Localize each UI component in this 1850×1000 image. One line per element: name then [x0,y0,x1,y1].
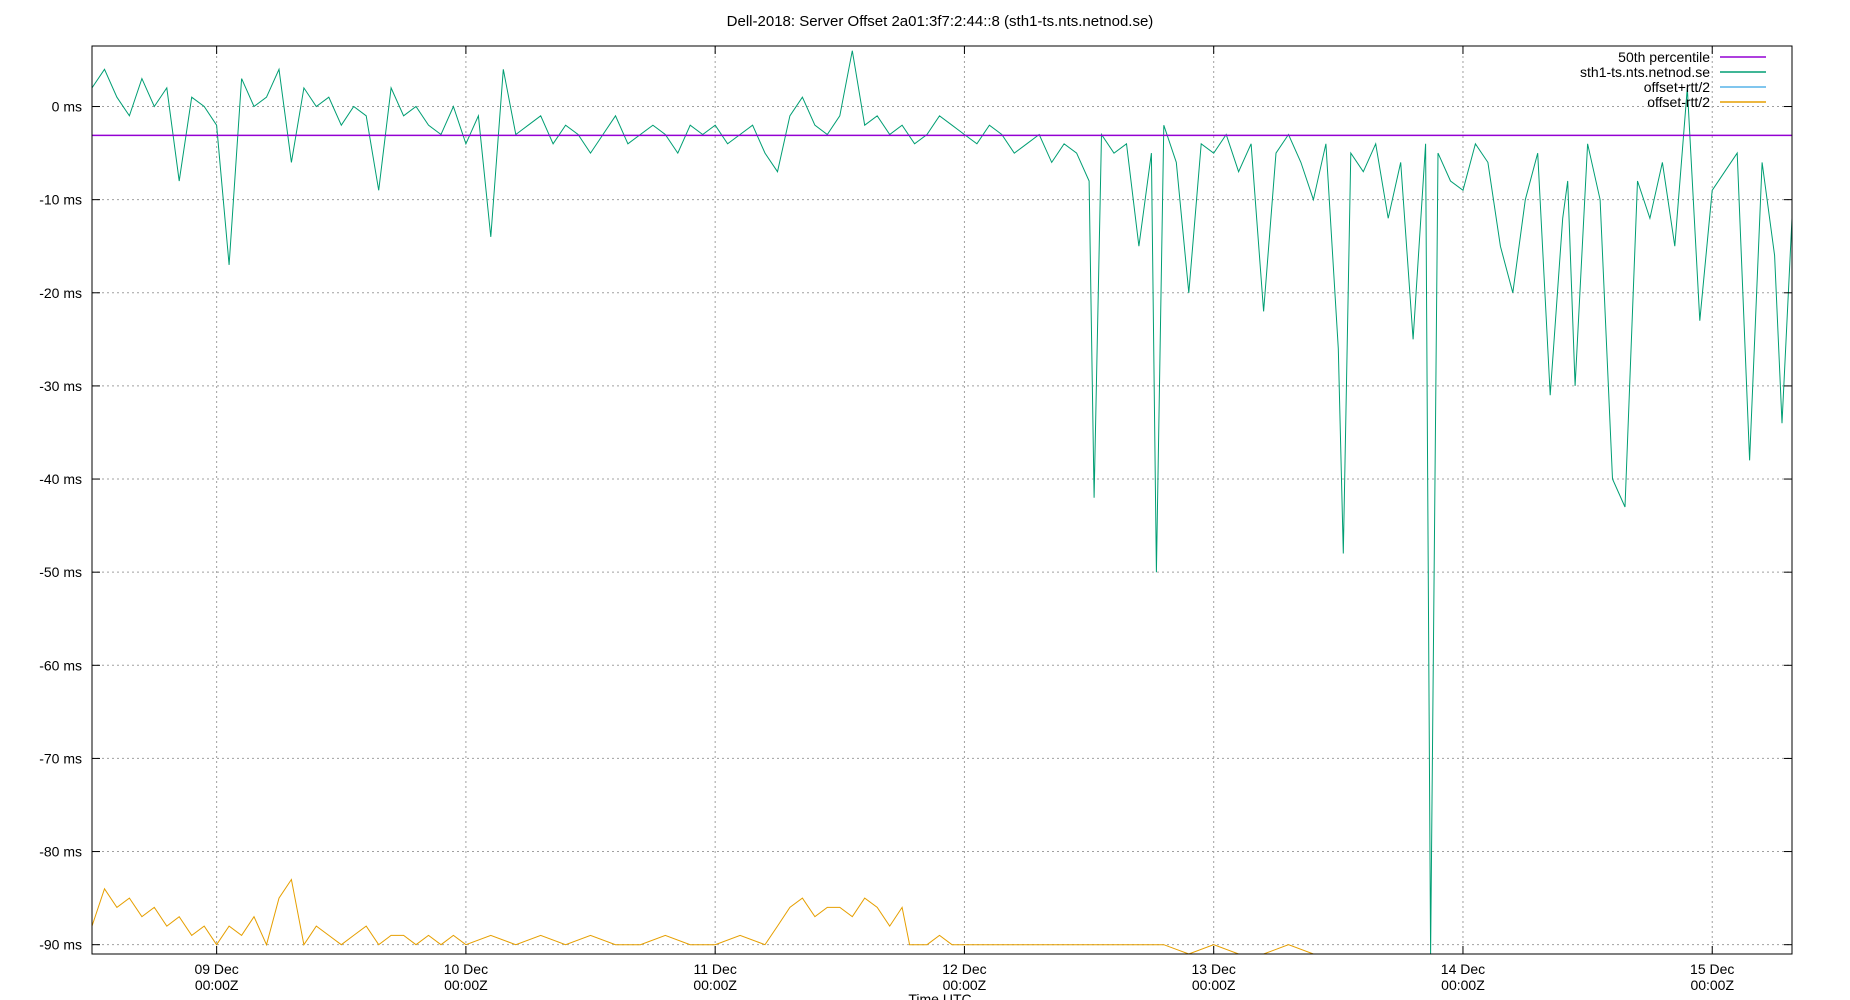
x-tick-label-date: 14 Dec [1441,961,1485,977]
grid-lines [92,46,1792,954]
x-tick-label-time: 00:00Z [1192,977,1236,993]
y-tick-label: -10 ms [39,192,82,208]
x-tick-label-date: 11 Dec [694,961,737,977]
x-axis-label: Time UTC [908,991,971,1000]
x-tick-label-date: 10 Dec [444,961,488,977]
x-tick-label-time: 00:00Z [195,977,239,993]
x-tick-label-time: 00:00Z [1690,977,1734,993]
x-tick-label-time: 00:00Z [693,977,737,993]
legend-label: offset+rtt/2 [1644,79,1710,95]
plot-frame [91,45,1793,955]
x-tick-label-date: 15 Dec [1690,961,1734,977]
chart-title: Dell-2018: Server Offset 2a01:3f7:2:44::… [727,13,1154,30]
y-tick-label: -40 ms [39,471,82,487]
legend-label: offset-rtt/2 [1647,94,1710,110]
y-tick-label: -60 ms [39,657,82,673]
series-line-3 [92,878,1314,954]
legend: 50th percentilesth1-ts.nts.netnod.seoffs… [1580,49,1766,110]
x-tick-label-time: 00:00Z [943,977,987,993]
x-tick-label-date: 12 Dec [942,961,986,977]
legend-label: 50th percentile [1618,49,1710,65]
y-tick-label: 0 ms [52,99,82,115]
y-tick-label: -20 ms [39,285,82,301]
axis-ticks: 0 ms -10 ms -20 ms -30 ms -40 ms -50 ms -60 ms… [39,46,1792,993]
y-tick-label: -90 ms [39,937,82,953]
series-line-1 [92,50,1792,954]
legend-label: sth1-ts.nts.netnod.se [1580,64,1710,80]
y-tick-label: -50 ms [39,564,82,580]
plot-series [92,50,1792,954]
y-tick-label: -30 ms [39,378,82,394]
x-tick-label-date: 09 Dec [194,961,238,977]
x-tick-label-time: 00:00Z [444,977,488,993]
y-tick-label: -80 ms [39,844,82,860]
x-tick-label-date: 13 Dec [1192,961,1236,977]
y-tick-label: -70 ms [39,750,82,766]
x-tick-label-time: 00:00Z [1441,977,1485,993]
